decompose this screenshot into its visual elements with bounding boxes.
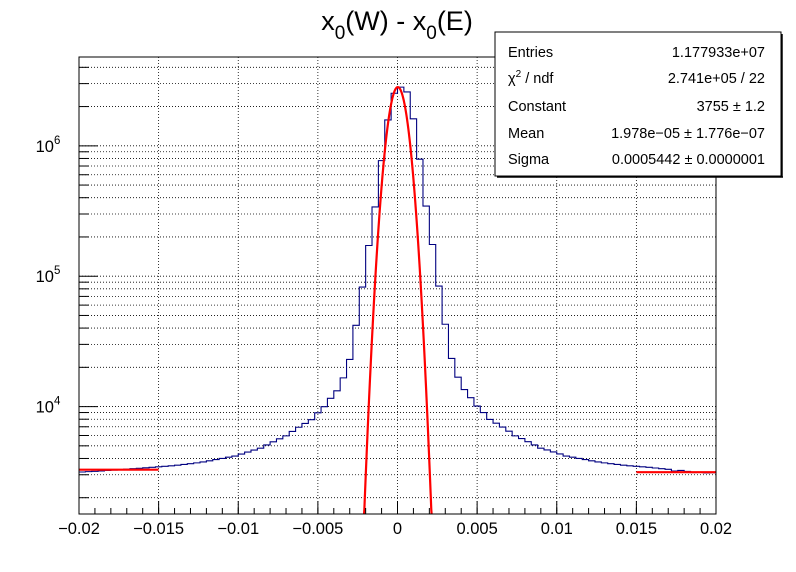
x-tick-label: −0.005 xyxy=(292,520,343,538)
stats-value-entries: 1.177933e+07 xyxy=(672,45,765,61)
y-axis-tick-labels: 104 105 106 xyxy=(36,135,61,417)
x-tick-label: −0.015 xyxy=(133,520,184,538)
stats-value-chi2: 2.741e+05 / 22 xyxy=(668,71,765,87)
stats-label-sigma: Sigma xyxy=(508,152,550,168)
gaussian-fit-curve xyxy=(362,86,433,515)
y-tick-label: 105 xyxy=(36,265,61,286)
stats-value-constant: 3755 ± 1.2 xyxy=(697,99,765,115)
y-tick-label: 104 xyxy=(36,396,61,417)
x-axis-tick-labels: −0.02 −0.015 −0.01 −0.005 0 0.005 0.01 0.015 0.0… xyxy=(58,520,732,538)
x-tick-label: 0 xyxy=(393,520,402,538)
stats-value-sigma: 0.0005442 ± 0.0000001 xyxy=(612,152,765,168)
histogram-line xyxy=(79,86,716,474)
x-tick-label: 0.01 xyxy=(541,520,573,538)
stats-label-chi2: χ2 / ndf xyxy=(508,69,554,87)
x-tick-label: −0.02 xyxy=(58,520,100,538)
y-tick-label: 106 xyxy=(36,135,61,156)
x-tick-label: −0.01 xyxy=(217,520,259,538)
stats-label-entries: Entries xyxy=(508,45,553,61)
stats-label-mean: Mean xyxy=(508,126,544,142)
stats-label-constant: Constant xyxy=(508,99,566,115)
axis-ticks xyxy=(78,66,717,514)
stats-value-mean: 1.978e−05 ± 1.776e−07 xyxy=(611,126,765,142)
chart-title: x0(W) - x0(E) xyxy=(321,6,473,44)
x-tick-label: 0.015 xyxy=(616,520,657,538)
x-tick-label: 0.005 xyxy=(456,520,497,538)
stats-box: Entries 1.177933e+07 χ2 / ndf 2.741e+05 … xyxy=(494,31,783,178)
x-tick-label: 0.02 xyxy=(700,520,732,538)
stats-box-frame xyxy=(494,31,782,177)
plot-area xyxy=(79,86,716,515)
grid xyxy=(79,57,716,514)
